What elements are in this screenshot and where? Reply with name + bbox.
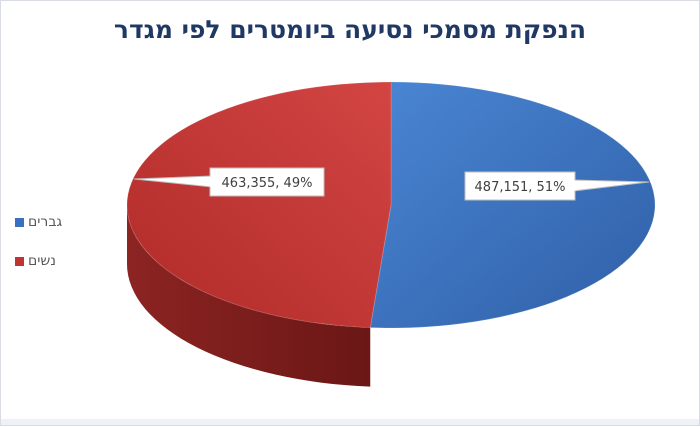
legend-label-men: גברים [28,214,63,230]
legend-swatch-women [15,256,24,266]
data-label-women: 463,355, 49% [133,167,325,197]
data-label-men: 487,151, 51% [464,171,650,201]
legend-item-women: נשים [15,250,62,272]
pie-slice-men [369,81,656,329]
legend-item-men: גברים [15,211,62,233]
data-label-text-women: 463,355, 49% [222,176,313,191]
pie-side-women [127,205,371,387]
legend-swatch-men [15,217,24,227]
legend-label-women: נשים [28,253,56,269]
chart-title: הנפקת מסמכי נסיעה ביומטרים לפי מגדר [113,15,587,44]
data-label-text-men: 487,151, 51% [475,180,566,195]
bottom-band [1,419,699,425]
pie-slice-women [126,81,392,329]
chart-legend: גברים נשים [15,211,62,289]
